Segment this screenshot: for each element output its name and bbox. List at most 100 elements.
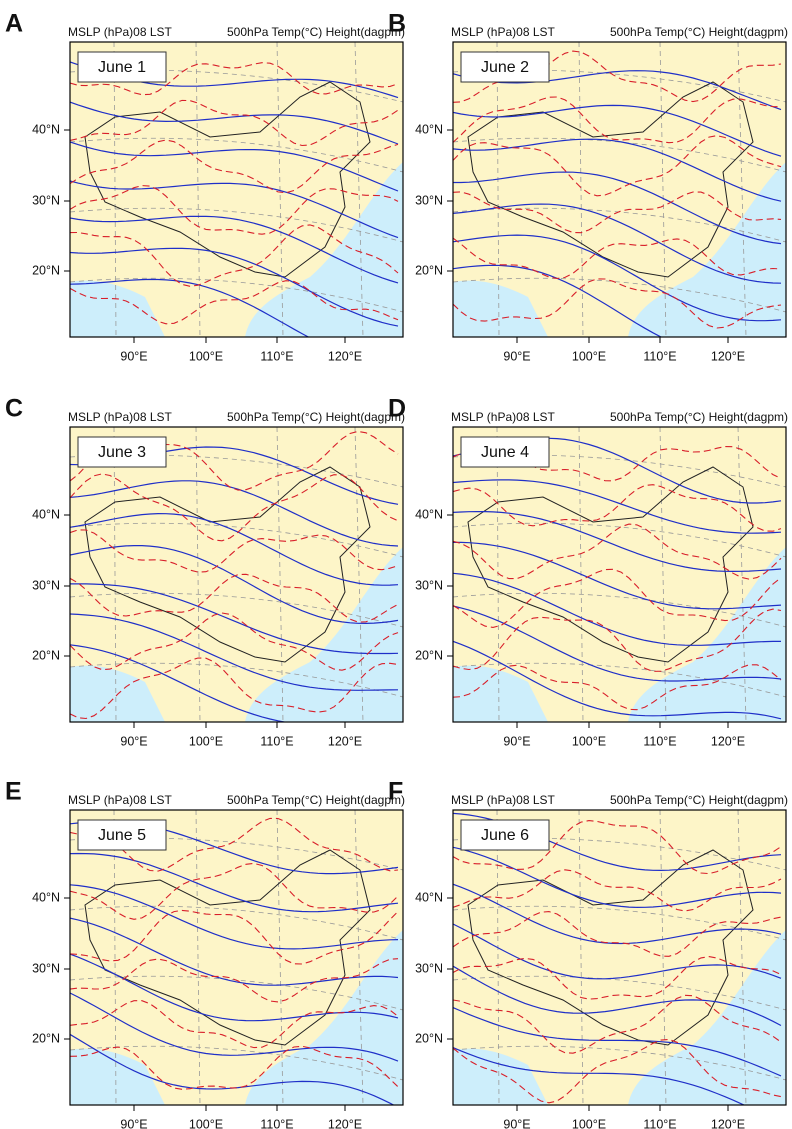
sea [70, 280, 165, 337]
graticule [113, 427, 117, 722]
header-right: 500hPa Temp(°C) Height(dagpm) [227, 410, 405, 424]
map [70, 810, 403, 1105]
height-contour [70, 613, 399, 691]
graticule [453, 1045, 786, 1081]
lat-label: 40°N [415, 507, 443, 521]
graticule [70, 592, 403, 628]
map [70, 427, 403, 722]
graticule [578, 810, 584, 1105]
panel: B MSLP (hPa)08 LST 500hPa Temp(°C) Height(… [388, 10, 788, 364]
temp-contour [453, 1038, 782, 1104]
temp-contour [453, 523, 782, 580]
map-frame [69, 809, 404, 1106]
height-contour [453, 70, 782, 111]
map [453, 427, 786, 722]
sea [245, 547, 403, 722]
temp-contour [70, 473, 399, 542]
panel-letter: D [388, 395, 406, 423]
lat-label: 30°N [32, 961, 60, 975]
date-label: June 6 [481, 827, 529, 844]
lon-label: 120°E [328, 734, 362, 748]
sea [245, 162, 403, 337]
lon-label: 90°E [120, 1117, 147, 1129]
panel: D MSLP (hPa)08 LST 500hPa Temp(°C) Height(… [388, 395, 788, 749]
date-label: June 3 [98, 444, 146, 461]
lon-label: 120°E [711, 349, 745, 363]
graticule [195, 427, 201, 722]
header-left: MSLP (hPa)08 LST [451, 25, 555, 39]
height-contour [70, 917, 399, 986]
height-contour [453, 511, 782, 573]
panel: A MSLP (hPa)08 LST 500hPa Temp(°C) Height(… [5, 10, 405, 364]
lon-label: 100°E [189, 349, 223, 363]
graticule [354, 810, 364, 1105]
graticule [70, 277, 403, 313]
graticule [737, 42, 747, 337]
border [467, 466, 754, 663]
lon-label: 120°E [711, 734, 745, 748]
temp-contour [70, 224, 399, 287]
border [84, 466, 371, 663]
height-contour [453, 171, 782, 245]
lon-label: 90°E [120, 734, 147, 748]
height-contour [70, 215, 399, 284]
lat-label: 20°N [32, 1031, 60, 1045]
graticule [453, 662, 786, 698]
graticule [659, 42, 667, 337]
temp-contour [70, 862, 399, 920]
graticule [659, 810, 667, 1105]
temp-contour [453, 96, 782, 144]
sea [245, 930, 403, 1105]
temp-contour [453, 869, 782, 912]
lat-label: 20°N [415, 1031, 443, 1045]
lon-label: 100°E [572, 1117, 606, 1129]
height-contour [70, 583, 399, 655]
height-contour [70, 852, 399, 913]
lat-label: 30°N [415, 193, 443, 207]
graticule [578, 42, 584, 337]
lat-label: 40°N [415, 122, 443, 136]
height-contour [453, 234, 782, 322]
header-left: MSLP (hPa)08 LST [451, 410, 555, 424]
lon-label: 110°E [260, 349, 293, 363]
date-box [460, 819, 550, 851]
map [70, 42, 403, 337]
graticule [354, 427, 364, 722]
lat-label: 30°N [32, 193, 60, 207]
panel: C MSLP (hPa)08 LST 500hPa Temp(°C) Height(… [5, 395, 405, 749]
sea [453, 665, 548, 722]
temp-contour [70, 909, 399, 965]
border [467, 81, 754, 278]
panel-letter: A [5, 10, 23, 38]
graticule [70, 662, 403, 698]
temp-contour [453, 994, 782, 1054]
height-contour [453, 203, 782, 284]
lon-label: 110°E [643, 1117, 676, 1129]
lon-label: 90°E [503, 734, 530, 748]
date-box [77, 51, 167, 83]
height-contour [70, 992, 399, 1062]
sea [628, 547, 786, 722]
lat-label: 40°N [32, 122, 60, 136]
height-contour [70, 884, 399, 950]
lon-label: 100°E [189, 734, 223, 748]
panel-letter: F [388, 778, 403, 806]
graticule [354, 42, 364, 337]
graticule [113, 810, 117, 1105]
graticule [70, 1045, 403, 1081]
lon-label: 120°E [328, 349, 362, 363]
graticule [195, 42, 201, 337]
lon-label: 100°E [572, 349, 606, 363]
border [467, 849, 754, 1046]
height-contour [453, 264, 663, 337]
lat-label: 40°N [32, 507, 60, 521]
height-contour [70, 278, 310, 337]
graticule [70, 69, 403, 103]
temp-contour [453, 664, 782, 711]
lon-label: 90°E [503, 1117, 530, 1129]
temp-contour [70, 529, 399, 573]
map [453, 42, 786, 337]
lon-label: 110°E [260, 1117, 293, 1129]
temp-contour [453, 191, 782, 234]
